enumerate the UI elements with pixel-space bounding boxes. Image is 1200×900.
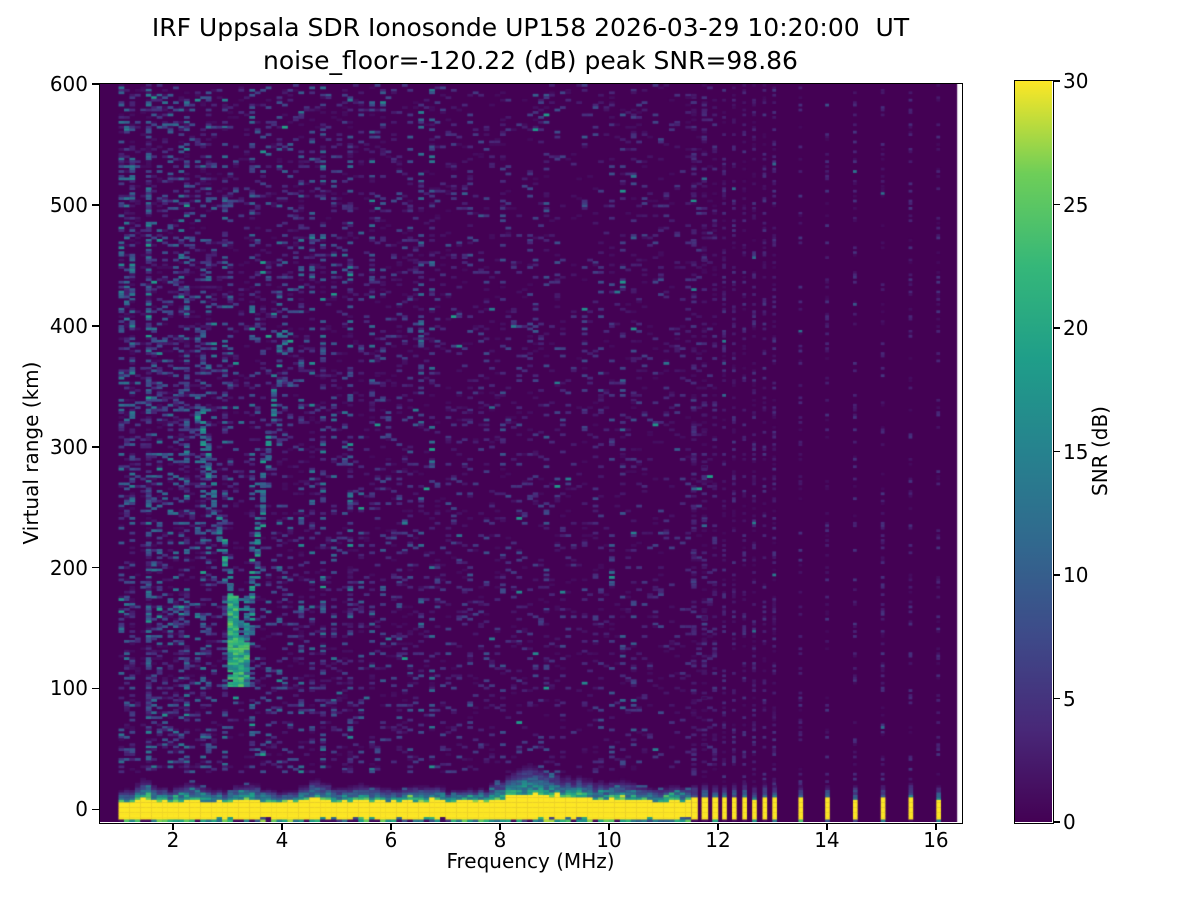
- colorbar-tick-label: 10: [1063, 563, 1089, 587]
- x-tick-label: 6: [384, 828, 398, 852]
- colorbar-tick: [1053, 80, 1060, 82]
- x-tick: [281, 823, 283, 830]
- y-tick: [92, 808, 99, 811]
- colorbar-tick-label: 25: [1063, 192, 1089, 217]
- ionogram-heatmap: [100, 84, 961, 822]
- y-tick-label: 400: [49, 313, 88, 338]
- colorbar-tick-label: 0: [1063, 810, 1076, 834]
- x-tick-label: 16: [923, 828, 949, 852]
- colorbar-tick-label: 20: [1063, 316, 1089, 340]
- x-tick-label: 14: [814, 828, 840, 852]
- x-tick: [499, 823, 501, 830]
- y-tick: [92, 204, 99, 206]
- colorbar-tick: [1053, 574, 1060, 576]
- colorbar-tick: [1053, 697, 1060, 700]
- colorbar-tick: [1053, 821, 1060, 823]
- y-tick-label: 100: [49, 676, 88, 701]
- y-tick: [92, 446, 99, 448]
- colorbar-tick: [1053, 327, 1060, 329]
- colorbar-tick: [1053, 450, 1060, 453]
- y-tick: [92, 687, 99, 690]
- y-tick: [92, 325, 99, 327]
- x-tick-label: 2: [166, 828, 180, 852]
- x-axis-label: Frequency (MHz): [446, 849, 615, 873]
- colorbar-tick: [1053, 203, 1060, 206]
- y-tick: [92, 83, 99, 85]
- x-tick-label: 10: [596, 828, 622, 852]
- chart-title: IRF Uppsala SDR Ionosonde UP158 2026-03-…: [151, 13, 910, 42]
- x-tick-label: 4: [275, 828, 289, 852]
- x-tick: [172, 823, 174, 830]
- y-tick: [92, 566, 99, 569]
- x-tick: [390, 823, 392, 830]
- colorbar-tick-label: 30: [1063, 69, 1089, 93]
- y-tick-label: 600: [49, 72, 88, 97]
- y-tick-label: 500: [49, 193, 88, 218]
- x-tick: [608, 823, 610, 830]
- x-tick: [717, 823, 719, 830]
- colorbar-gradient: [1015, 81, 1052, 822]
- chart-subtitle: noise_floor=-120.22 (dB) peak SNR=98.86: [263, 46, 798, 75]
- y-tick-label: 200: [49, 555, 88, 580]
- y-tick-label: 0: [75, 797, 88, 822]
- y-tick-label: 300: [49, 434, 88, 459]
- colorbar-tick-label: 5: [1063, 686, 1076, 711]
- x-tick: [826, 823, 828, 830]
- x-tick-label: 8: [493, 828, 507, 852]
- x-tick-label: 12: [705, 828, 731, 852]
- x-tick: [935, 823, 937, 830]
- colorbar-tick-label: 15: [1063, 439, 1089, 464]
